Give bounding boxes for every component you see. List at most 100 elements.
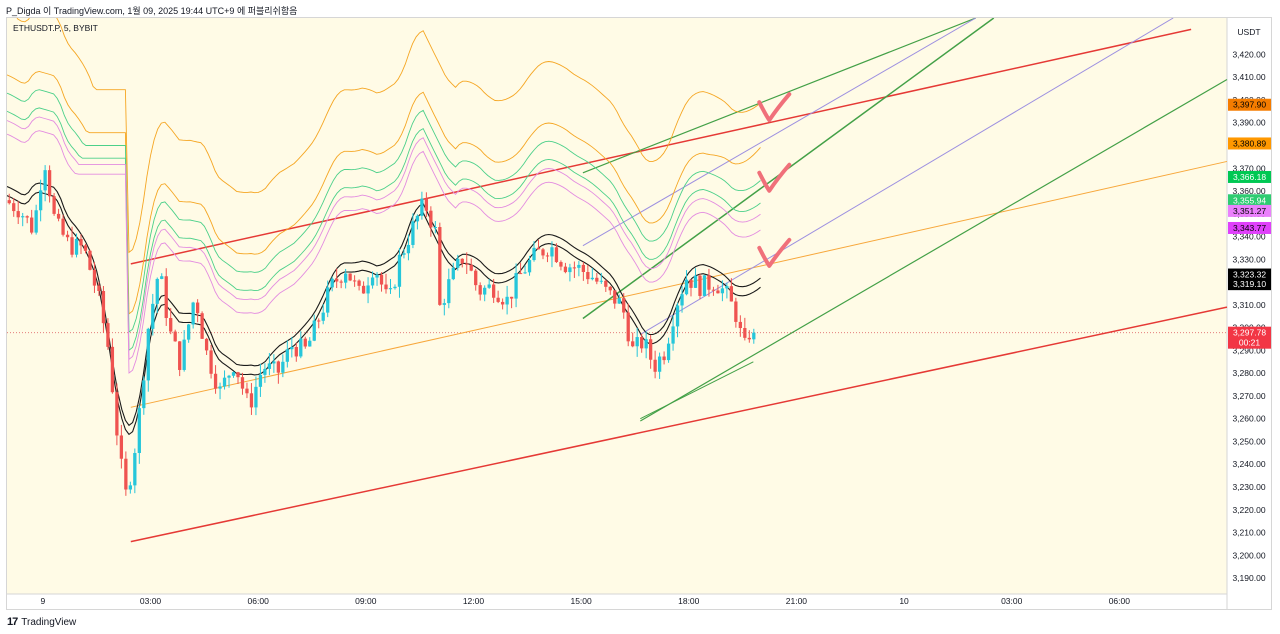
price-tick-label: 3,340.00 (1232, 232, 1265, 242)
candle (370, 271, 375, 289)
candle (137, 405, 141, 464)
candle (397, 248, 402, 298)
candle (92, 262, 97, 293)
candle-body (74, 238, 79, 255)
candle (447, 268, 451, 309)
time-axis[interactable] (7, 594, 1227, 609)
candle-body (317, 320, 321, 322)
candle-body (231, 372, 236, 376)
candle (339, 279, 343, 289)
candle-body (263, 368, 267, 375)
candle-body (379, 274, 384, 285)
candle (276, 360, 281, 384)
candle-body (361, 285, 366, 294)
candle-body (545, 255, 550, 257)
trendline-green-short-parallel (640, 361, 754, 420)
candle (164, 268, 168, 326)
trendline-purple-line-upper (582, 18, 977, 247)
candle-body (415, 215, 420, 222)
candle (622, 293, 626, 319)
candle-body (608, 286, 612, 291)
time-tick-label: 18:00 (678, 596, 700, 606)
candle-body (393, 286, 397, 289)
candle-body (178, 341, 182, 370)
trendline-purple-line-lower (640, 18, 1174, 335)
candle (698, 273, 702, 300)
candle (178, 341, 182, 377)
candle-body (743, 328, 747, 338)
candle-body (65, 234, 70, 238)
tradingview-logo-icon[interactable]: 17 (7, 616, 18, 628)
band-orange-top (16, 18, 761, 254)
price-chart[interactable]: 3,190.00 3,200.00 3,210.00 3,220.00 3,230.00… (7, 18, 1271, 609)
candle (343, 268, 348, 289)
candle (568, 263, 572, 282)
candle-body (738, 321, 742, 329)
candle (146, 327, 150, 392)
brand-label[interactable]: TradingView (21, 616, 77, 628)
candle-body (326, 287, 330, 313)
candle-body (532, 247, 536, 261)
price-tick-label: 3,210.00 (1232, 528, 1265, 538)
candle (16, 201, 20, 225)
candle-body (245, 388, 249, 394)
candle (729, 278, 734, 302)
candle (375, 272, 379, 286)
candle-body (79, 238, 83, 246)
candle (240, 372, 245, 395)
candle-body (689, 279, 693, 288)
candle-body (182, 339, 186, 370)
price-tick-label: 3,190.00 (1232, 573, 1265, 583)
candle (267, 353, 272, 376)
candle (182, 330, 186, 372)
candle (411, 213, 415, 249)
price-label-bg (1228, 98, 1271, 111)
price-axis[interactable] (1227, 18, 1271, 609)
candle (21, 212, 25, 227)
candle-body (343, 273, 348, 283)
plot-background (7, 18, 1227, 594)
candle (617, 294, 621, 304)
candle (752, 328, 756, 344)
candle (653, 350, 657, 379)
price-tick-label: 3,410.00 (1232, 72, 1265, 82)
candle-body (254, 386, 258, 408)
candle-body (61, 218, 65, 235)
currency-label[interactable]: USDT (1237, 27, 1260, 37)
candle-body (34, 210, 38, 233)
candle (523, 265, 527, 274)
candle (227, 374, 231, 388)
candle (326, 280, 330, 318)
candle-body (240, 377, 245, 389)
price-label: 3,366.18 (1228, 170, 1271, 183)
candle-body (173, 331, 177, 342)
candle (52, 193, 56, 216)
candle (626, 303, 630, 347)
candle-body (487, 284, 491, 288)
price-label: 3,343.77 (1228, 221, 1271, 234)
candle-body (568, 267, 572, 273)
time-ticks-group: 9 03:00 06:00 09:00 12:00 15:00 18:00 21:00 10 03… (41, 596, 1131, 606)
candle-body (299, 338, 303, 357)
candle (308, 337, 312, 347)
candle-body (518, 273, 523, 275)
candle (294, 342, 298, 362)
price-label: 3,355.94 (1228, 194, 1271, 207)
candle (586, 264, 590, 285)
price-tick-label: 3,360.00 (1232, 186, 1265, 196)
band-black-upper (7, 182, 761, 427)
candle (483, 285, 487, 302)
candle-body (447, 279, 451, 304)
chart-frame[interactable]: 3,190.00 3,200.00 3,210.00 3,220.00 3,230.00… (6, 17, 1272, 610)
candle (361, 281, 366, 294)
candle-body (626, 312, 630, 342)
candle (151, 293, 155, 336)
candle (290, 336, 294, 358)
candle (604, 279, 608, 292)
candle (420, 191, 424, 220)
candle-body (523, 272, 527, 274)
candle (671, 315, 675, 351)
candle (505, 285, 509, 315)
candle-body (128, 485, 132, 490)
candle (716, 284, 720, 294)
